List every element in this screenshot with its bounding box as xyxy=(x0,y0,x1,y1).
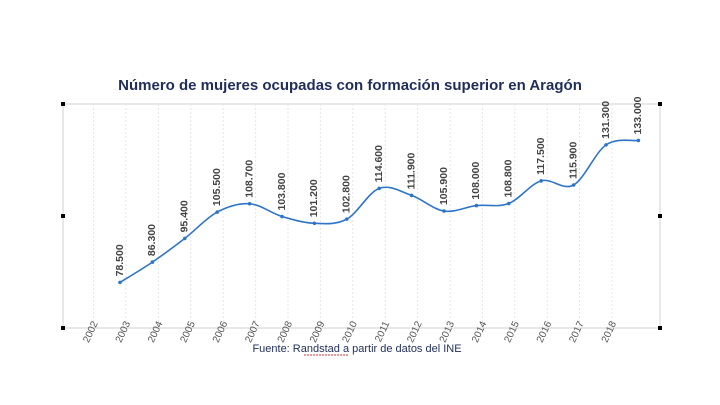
x-tick-label: 2009 xyxy=(308,319,328,344)
frame-handles xyxy=(61,102,662,330)
x-tick-label: 2017 xyxy=(567,319,587,344)
data-label: 105.500 xyxy=(211,168,223,206)
data-label: 117.500 xyxy=(535,137,547,175)
point xyxy=(280,214,284,219)
data-label: 133.000 xyxy=(632,96,644,134)
point xyxy=(636,138,641,143)
data-label: 108.000 xyxy=(470,161,482,199)
x-tick-label: 2014 xyxy=(470,319,490,344)
point xyxy=(247,201,252,206)
point xyxy=(118,280,122,285)
x-tick-label: 2018 xyxy=(600,319,620,344)
point xyxy=(604,143,608,147)
plot-frame xyxy=(62,103,661,329)
data-label: 108.800 xyxy=(503,159,515,197)
data-label: 102.800 xyxy=(341,175,353,213)
data-label: 95.400 xyxy=(179,200,191,232)
data-label: 114.600 xyxy=(373,145,385,183)
point xyxy=(150,260,155,264)
point xyxy=(474,203,479,208)
x-tick-label: 2003 xyxy=(114,319,134,344)
x-tick-label: 2004 xyxy=(146,319,166,344)
x-tick-label: 2010 xyxy=(341,319,361,344)
point xyxy=(409,193,414,198)
x-tick-label: 2013 xyxy=(438,319,458,344)
data-label: 78.500 xyxy=(114,244,126,276)
point xyxy=(312,221,317,226)
point xyxy=(539,179,543,183)
source-note: Fuente: Randstad a partir de datos del I… xyxy=(252,343,461,355)
data-label: 115.900 xyxy=(567,141,579,179)
x-tick-label: 2007 xyxy=(243,319,263,344)
point xyxy=(345,217,349,221)
point xyxy=(215,210,219,214)
data-label: 105.900 xyxy=(438,167,450,205)
x-tick-label: 2011 xyxy=(373,319,392,344)
point xyxy=(183,236,187,241)
point xyxy=(571,183,576,187)
data-label: 101.200 xyxy=(308,179,320,217)
x-tick-label: 2006 xyxy=(211,319,231,344)
chart-title: Número de mujeres ocupadas con formación… xyxy=(118,77,582,94)
data-label: 131.300 xyxy=(600,101,612,139)
data-label: 103.800 xyxy=(276,172,288,210)
x-tick-label: 2005 xyxy=(179,319,199,344)
x-tick-label: 2002 xyxy=(81,319,101,344)
point xyxy=(442,209,446,213)
data-label: 111.900 xyxy=(405,152,417,189)
x-tick-label: 2015 xyxy=(503,319,523,344)
x-tick-label: 2012 xyxy=(405,319,425,344)
data-label: 108.700 xyxy=(243,160,255,198)
data-label: 86.300 xyxy=(146,224,158,256)
x-tick-label: 2016 xyxy=(535,319,555,344)
x-tick-label: 2008 xyxy=(276,319,296,344)
point xyxy=(507,201,511,206)
point xyxy=(377,186,382,191)
